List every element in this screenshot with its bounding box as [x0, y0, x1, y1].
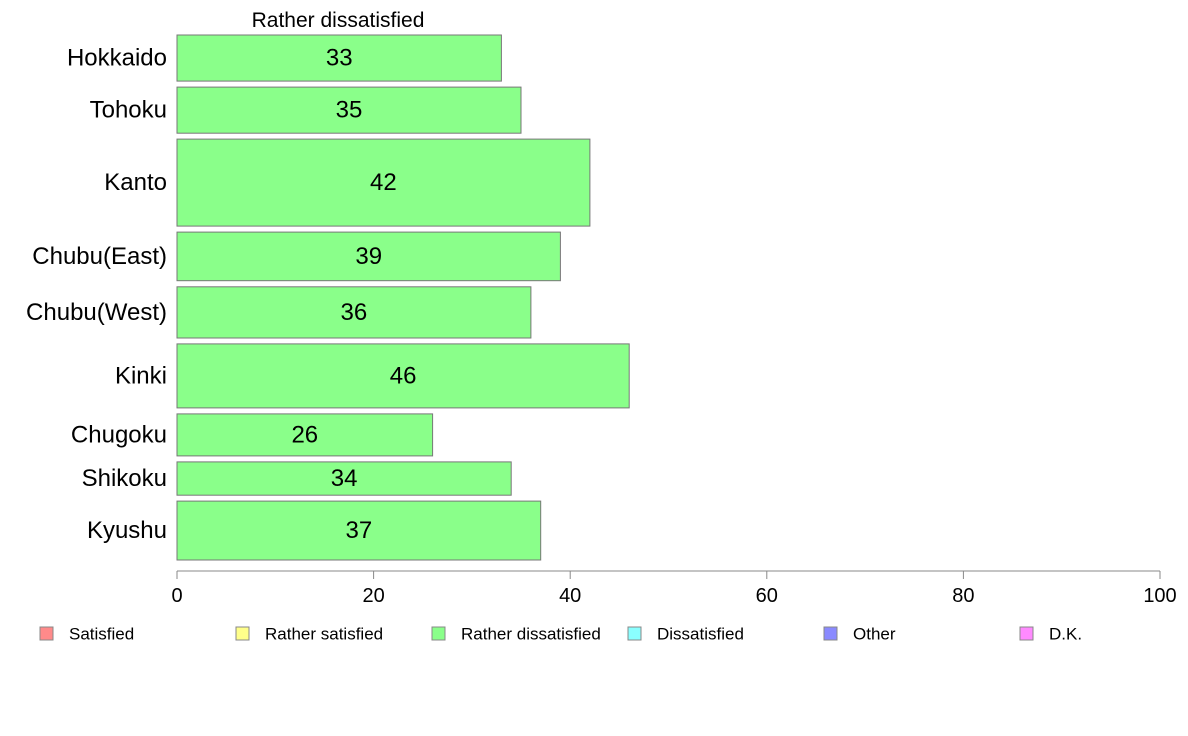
bar-kanto [176, 138, 591, 227]
legend-label: D.K. [1049, 625, 1082, 644]
bar-shikoku [176, 461, 512, 496]
x-tick-label: 20 [362, 585, 384, 607]
value-label: 34 [331, 465, 358, 492]
x-tick-label: 60 [756, 585, 778, 607]
category-label: Shikoku [82, 465, 167, 492]
legend-label: Dissatisfied [657, 625, 744, 644]
value-label: 26 [291, 421, 318, 448]
bar-tohoku [176, 86, 522, 134]
x-axis: 0 20 40 60 80 100 [171, 570, 1177, 607]
bar-chugoku [176, 413, 434, 457]
category-label: Chugoku [71, 421, 167, 448]
value-label: 46 [390, 362, 417, 389]
category-label: Chubu(East) [32, 243, 167, 270]
category-label: Kinki [115, 362, 167, 389]
x-tick-label: 80 [952, 585, 974, 607]
value-label: 37 [346, 517, 373, 544]
category-label: Kyushu [87, 517, 167, 544]
legend-swatch [1019, 626, 1034, 641]
chart-title: Rather dissatisfied [252, 9, 425, 32]
category-label: Kanto [104, 169, 167, 196]
legend-swatch [823, 626, 838, 641]
bars-group: Hokkaido 33 Tohoku 35 Kanto 42 Chubu(East) 39 Ch… [26, 34, 630, 561]
category-label: Hokkaido [67, 45, 167, 72]
category-label: Chubu(West) [26, 299, 167, 326]
legend: Satisfied Rather satisfied Rather dissatis… [39, 625, 1082, 644]
value-label: 35 [336, 97, 363, 124]
value-label: 39 [355, 243, 382, 270]
bar-kyushu [176, 500, 542, 561]
category-label: Tohoku [90, 97, 167, 124]
x-tick-label: 40 [559, 585, 581, 607]
value-label: 36 [341, 299, 368, 326]
legend-swatch [235, 626, 250, 641]
legend-swatch [627, 626, 642, 641]
legend-label: Other [853, 625, 896, 644]
x-tick-label: 100 [1143, 585, 1176, 607]
bar-chubu-east [176, 231, 561, 282]
bar-chubu-west [176, 286, 532, 339]
bar-hokkaido [176, 34, 502, 82]
legend-label: Satisfied [69, 625, 134, 644]
x-tick-label: 0 [171, 585, 182, 607]
legend-label: Rather dissatisfied [461, 625, 601, 644]
legend-swatch [431, 626, 446, 641]
legend-label: Rather satisfied [265, 625, 383, 644]
bar-kinki [176, 343, 630, 409]
value-label: 42 [370, 169, 397, 196]
value-label: 33 [326, 45, 353, 72]
legend-swatch [39, 626, 54, 641]
